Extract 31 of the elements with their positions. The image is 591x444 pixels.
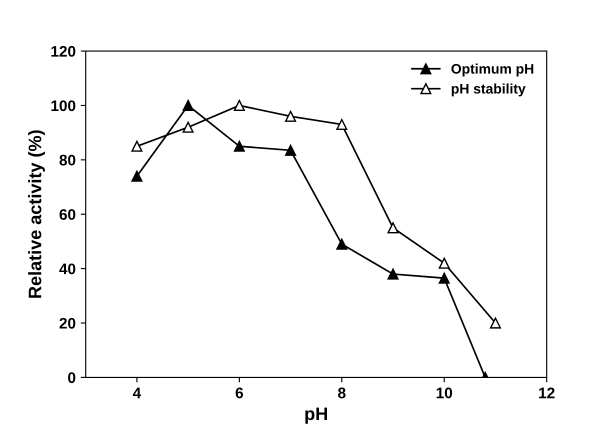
x-axis-title: pH <box>305 408 328 424</box>
x-tick-label: 10 <box>436 388 452 398</box>
legend-label: pH stability <box>452 83 526 96</box>
point <box>387 222 399 234</box>
point <box>336 118 348 130</box>
y-tick-label: 0 <box>68 372 76 384</box>
point <box>285 144 296 156</box>
x-tick-label: 4 <box>132 388 142 398</box>
y-tick-label: 120 <box>51 46 76 57</box>
legend-label: Optimum pH <box>451 64 534 77</box>
x-tick-label: 6 <box>236 388 244 398</box>
point <box>285 110 296 122</box>
x-tick-label: 8 <box>338 388 346 398</box>
point <box>234 100 245 112</box>
y-tick-label: 40 <box>59 263 76 274</box>
y-tick-label: 100 <box>51 100 76 112</box>
point <box>182 122 194 133</box>
point <box>234 140 245 152</box>
y-tick-label: 20 <box>60 318 76 329</box>
point <box>336 238 348 250</box>
point <box>387 268 399 280</box>
y-tick-label: 80 <box>59 154 76 166</box>
point <box>490 317 502 329</box>
x-tick-label: 12 <box>539 388 555 398</box>
y-axis-title: Relative activity (%) <box>28 130 45 298</box>
point <box>131 140 142 152</box>
point <box>438 272 450 284</box>
y-tick-label: 60 <box>60 209 76 220</box>
point <box>131 170 142 182</box>
point <box>438 258 450 269</box>
point <box>182 100 194 112</box>
